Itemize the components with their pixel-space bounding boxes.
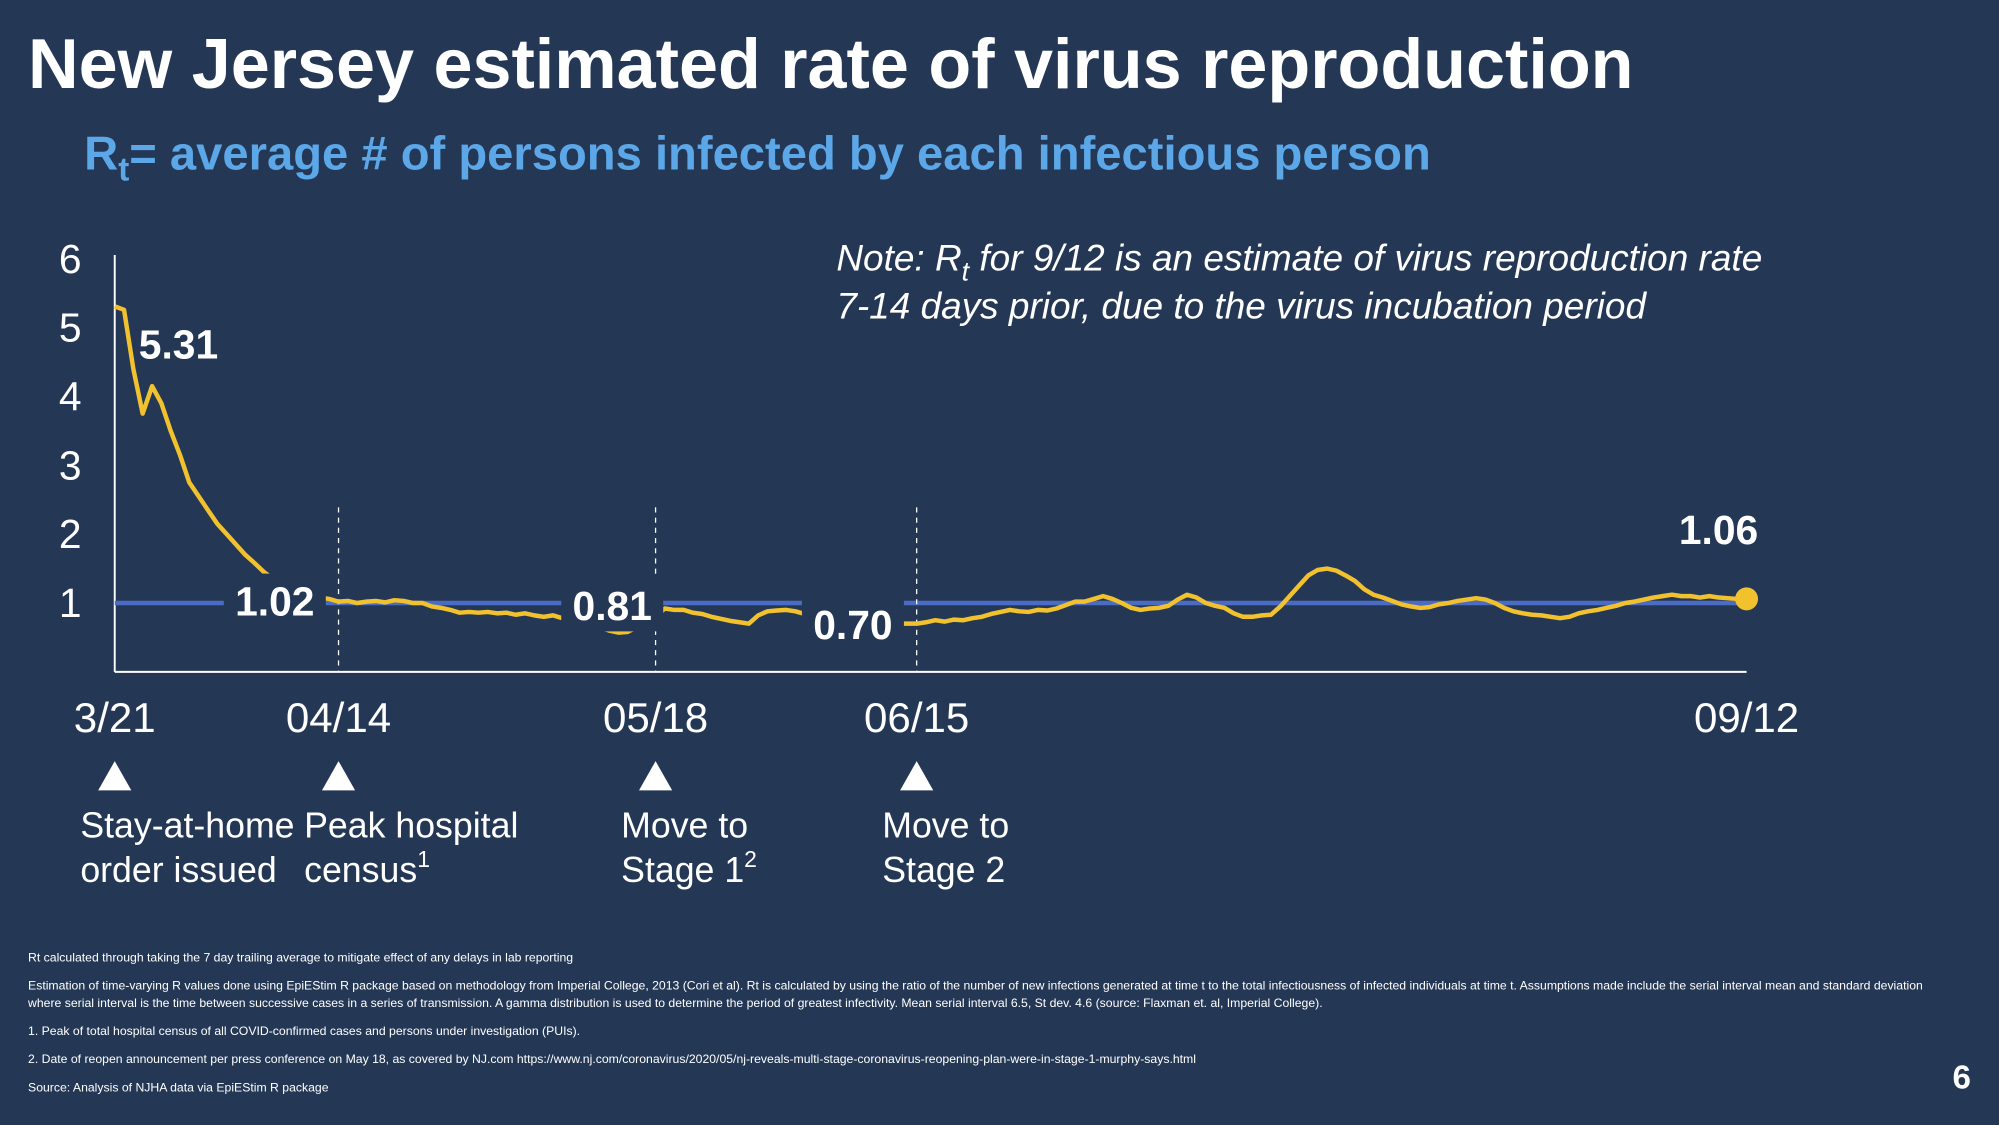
event-footnote: 2 [744,846,757,872]
event-footnote: 1 [417,846,430,872]
label-background [801,596,904,651]
event-label: Move to [882,806,1009,846]
event-text: Stage 1 [621,850,744,890]
footnotes: Rt calculated through taking the 7 day t… [28,950,1959,1107]
data-line [113,304,1747,635]
y-tick-label: 5 [59,305,82,351]
page-number: 6 [1952,1058,1971,1097]
event-label: order issued [80,850,276,890]
value-label: 1.06 [1679,507,1758,553]
x-tick-label: 06/15 [864,694,969,741]
label-background [561,577,664,632]
event-label: Stage 12 [621,846,757,890]
subtitle-text: = average # of persons infected by each … [129,127,1431,180]
slide-title: New Jersey estimated rate of virus repro… [28,24,1634,104]
event-marker [98,761,132,791]
event-text: census [304,850,417,890]
value-label: 1.02 [235,579,314,625]
value-label: 0.81 [573,583,652,629]
event-label: Stage 2 [882,850,1005,890]
event-text: Move to [882,806,1009,846]
x-tick-label: 05/18 [603,694,708,741]
event-label: Stay-at-home [80,806,294,846]
event-text: Peak hospital [304,806,518,846]
event-text: Stay-at-home [80,806,294,846]
subtitle: Rt= average # of persons infected by eac… [84,127,1431,189]
y-tick-label: 6 [59,236,82,282]
footnote: 2. Date of reopen announcement per press… [28,1052,1196,1067]
note: Note: Rt for 9/12 is an estimate of viru… [836,237,1762,286]
footnote: Estimation of time-varying R values done… [28,978,1923,1011]
subtitle-subscript: t [118,149,130,188]
value-label: 5.31 [139,322,218,368]
event-marker [639,761,673,791]
y-tick-label: 2 [59,511,82,557]
y-tick-label: 1 [59,580,82,626]
event-label: Peak hospital [304,806,518,846]
event-text: Move to [621,806,748,846]
note-text: Note: R [836,237,961,278]
label-background [223,573,326,628]
note: 7-14 days prior, due to the virus incuba… [836,286,1647,327]
end-point [1735,587,1759,611]
value-label: 0.70 [813,602,892,648]
x-tick-label: 09/12 [1694,694,1799,741]
note-text: for 9/12 is an estimate of virus reprodu… [969,237,1762,278]
footnote: Rt calculated through taking the 7 day t… [28,951,574,966]
y-tick-label: 4 [59,374,82,420]
event-text: order issued [80,850,276,890]
event-marker [321,761,356,791]
y-tick-label: 3 [59,442,82,488]
event-marker [900,761,934,791]
x-tick-label: 04/14 [286,694,391,741]
note-subscript: t [962,256,971,286]
event-label: census1 [304,846,430,890]
subtitle-symbol: R [84,127,119,180]
footnote: Source: Analysis of NJHA data via EpiESt… [28,1080,329,1095]
event-label: Move to [621,806,748,846]
event-text: Stage 2 [882,850,1005,890]
footnote: 1. Peak of total hospital census of all … [28,1024,581,1039]
x-tick-label: 3/21 [74,694,156,741]
